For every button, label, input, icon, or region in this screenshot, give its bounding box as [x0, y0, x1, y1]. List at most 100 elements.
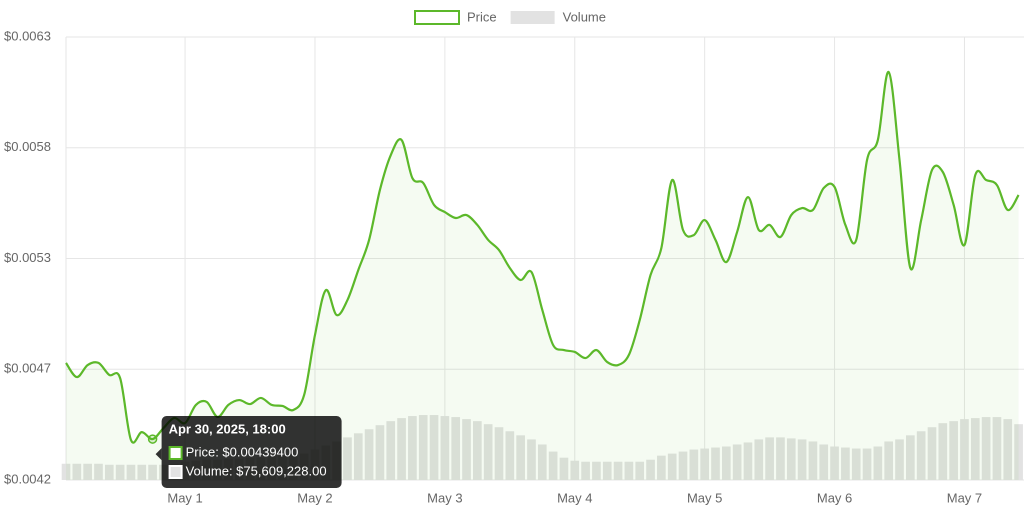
volume-bar [938, 423, 948, 480]
volume-bar [343, 437, 352, 480]
volume-bar [418, 415, 428, 480]
volume-bar [1003, 419, 1013, 480]
volume-bar [927, 427, 937, 480]
volume-bar [981, 417, 991, 480]
volume-bar [624, 461, 634, 480]
volume-bar [516, 435, 525, 480]
hover-point [147, 434, 158, 444]
volume-bar [743, 442, 753, 480]
legend-swatch [414, 10, 460, 25]
tooltip-line: Price: $0.00439400 [186, 444, 299, 459]
volume-bar [960, 419, 969, 480]
y-tick-label: $0.0042 [4, 471, 51, 486]
volume-bar [462, 419, 471, 480]
volume-bar [797, 439, 807, 480]
volume-bar [721, 446, 731, 480]
volume-bar [126, 464, 136, 480]
volume-bar [851, 448, 861, 480]
volume-bar [678, 451, 688, 480]
x-tick-label: May 4 [557, 490, 592, 505]
volume-bar [537, 444, 547, 480]
volume-bar [364, 429, 374, 480]
tooltip-swatch [168, 465, 183, 479]
legend: Price Volume [414, 9, 606, 25]
volume-bar [72, 463, 82, 480]
volume-bar [992, 417, 1002, 480]
volume-bar [559, 457, 569, 480]
volume-bar [657, 455, 666, 480]
tooltip-box [161, 416, 342, 488]
volume-bar [732, 444, 742, 480]
volume-bar [635, 461, 645, 480]
volume-bar [61, 463, 71, 480]
x-tick-label: May 6 [817, 490, 852, 505]
volume-bar [819, 444, 829, 480]
volume-bar [906, 435, 915, 480]
volume-bar [949, 421, 958, 480]
volume-bar [94, 463, 103, 480]
price-area [66, 71, 1019, 480]
volume-bar [646, 459, 655, 480]
volume-bar [970, 418, 980, 480]
volume-bar [916, 431, 926, 480]
volume-bar [548, 451, 558, 480]
x-tick-label: May 5 [687, 490, 722, 505]
tooltip-line: Volume: $75,609,228.00 [186, 463, 327, 478]
tooltip: Apr 30, 2025, 18:00 Price: $0.00439400 Vol… [155, 416, 342, 488]
volume-bar [353, 433, 363, 480]
tooltip-title: Apr 30, 2025, 18:00 [169, 421, 286, 436]
legend-swatch [510, 11, 555, 24]
volume-bar [429, 415, 439, 480]
volume-bar [137, 464, 147, 480]
legend-label[interactable]: Volume [563, 9, 606, 24]
volume-bar [786, 438, 796, 480]
tooltip-swatch [168, 446, 183, 460]
volume-bar [862, 448, 872, 480]
volume-bar [494, 427, 504, 480]
volume-bar [397, 418, 406, 480]
volume-bar [483, 424, 493, 480]
volume-bar [386, 421, 396, 480]
volume-bar [765, 437, 774, 480]
y-tick-label: $0.0047 [4, 361, 51, 376]
volume-bar [104, 464, 114, 480]
volume-bar [375, 425, 385, 480]
volume-bar [602, 461, 612, 480]
volume-bar [873, 446, 883, 480]
x-tick-label: May 2 [297, 490, 332, 505]
y-tick-label: $0.0063 [4, 28, 51, 43]
volume-bar [148, 464, 157, 480]
volume-bar [570, 460, 580, 480]
volume-bar [115, 464, 125, 480]
tooltip-arrow [155, 448, 162, 461]
volume-bar [83, 463, 92, 480]
volume-bar [711, 447, 720, 480]
volume-bar [689, 449, 699, 480]
volume-bar [830, 446, 839, 480]
y-tick-label: $0.0053 [4, 250, 51, 265]
volume-bar [592, 461, 601, 480]
volume-bar [895, 439, 904, 480]
volume-bar [1014, 424, 1023, 480]
volume-bar [808, 441, 818, 480]
legend-label[interactable]: Price [467, 9, 497, 24]
volume-bar [667, 453, 677, 480]
volume-bar [527, 439, 536, 480]
x-tick-label: May 7 [947, 490, 982, 505]
x-tick-label: May 1 [167, 490, 202, 505]
volume-bar [754, 439, 764, 480]
volume-bar [613, 461, 623, 480]
volume-bar [581, 461, 590, 480]
volume-bar [505, 431, 515, 480]
volume-bar [841, 447, 850, 480]
volume-bar [884, 441, 894, 480]
volume-bar [700, 448, 709, 480]
volume-bar [776, 437, 785, 480]
volume-bar [408, 416, 417, 480]
price-line [65, 70, 1020, 444]
x-tick-label: May 3 [427, 490, 462, 505]
volume-bar [451, 417, 461, 480]
y-tick-label: $0.0058 [4, 139, 51, 154]
volume-bar [473, 421, 482, 480]
